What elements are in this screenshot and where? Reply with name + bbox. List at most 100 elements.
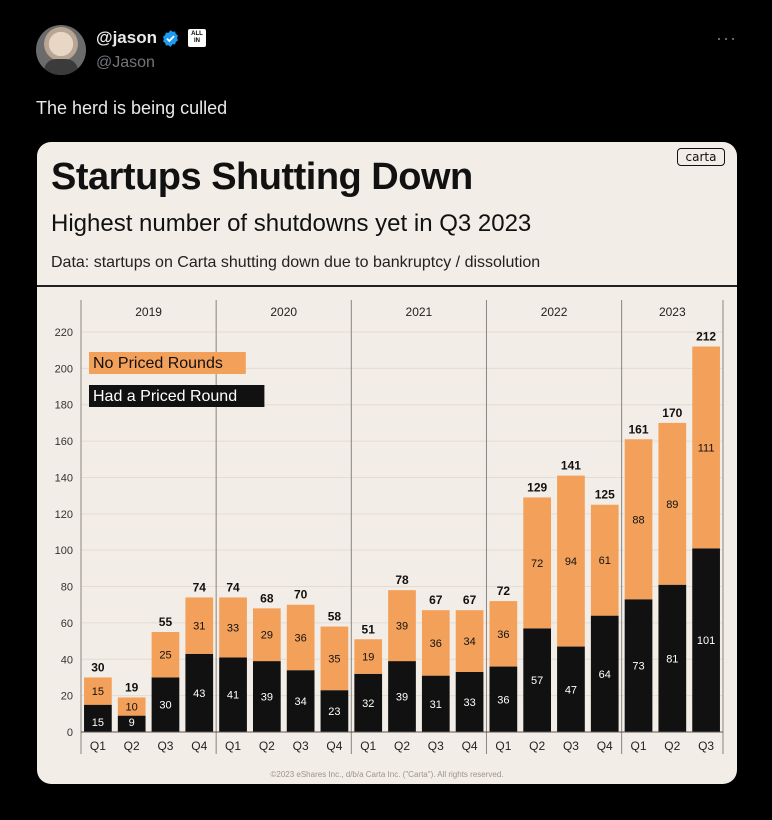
bar-had-priced-round xyxy=(219,657,247,732)
data-label-no-priced-rounds: 61 xyxy=(599,555,611,567)
data-label-no-priced-rounds: 36 xyxy=(430,638,442,650)
data-label-no-priced-rounds: 89 xyxy=(666,499,678,511)
x-tick-label: Q4 xyxy=(597,739,613,753)
x-tick-label: Q1 xyxy=(631,739,647,753)
bar-had-priced-round xyxy=(658,584,687,732)
data-label-had-priced-round: 39 xyxy=(396,692,408,704)
chart-image[interactable]: Startups Shutting Down Highest number of… xyxy=(37,142,737,784)
data-label-no-priced-rounds: 25 xyxy=(159,650,171,662)
bar-no-priced-rounds xyxy=(320,626,349,691)
data-label-had-priced-round: 33 xyxy=(463,697,475,709)
data-label-no-priced-rounds: 10 xyxy=(126,702,138,714)
data-label-total: 55 xyxy=(159,615,173,629)
chart-data-note: Data: startups on Carta shutting down du… xyxy=(51,254,541,271)
x-tick-label: Q3 xyxy=(698,739,714,753)
x-tick-label: Q3 xyxy=(293,739,309,753)
bar-no-priced-rounds xyxy=(557,475,585,647)
bar-had-priced-round xyxy=(624,599,653,732)
data-label-no-priced-rounds: 36 xyxy=(295,632,307,644)
x-tick-label: Q2 xyxy=(529,739,545,753)
data-label-no-priced-rounds: 35 xyxy=(328,653,340,665)
data-label-total: 161 xyxy=(629,422,649,436)
bar-no-priced-rounds xyxy=(185,597,214,654)
bar-had-priced-round xyxy=(455,672,484,732)
data-label-total: 30 xyxy=(91,660,105,674)
bar-no-priced-rounds xyxy=(388,590,416,662)
affiliate-badge-icon[interactable]: ALL IN xyxy=(187,29,206,47)
data-label-had-priced-round: 31 xyxy=(430,699,442,711)
data-label-no-priced-rounds: 111 xyxy=(698,442,715,454)
bar-had-priced-round xyxy=(489,666,518,732)
y-tick-label: 60 xyxy=(61,618,73,630)
stacked-bar-chart: 0 20 40 60 80 100 120 140 160 180 200 220 2019 2020 20… xyxy=(55,300,724,754)
data-label-no-priced-rounds: 88 xyxy=(632,514,644,526)
bar-no-priced-rounds xyxy=(219,597,247,658)
avatar[interactable] xyxy=(36,25,86,75)
data-label-total: 74 xyxy=(226,580,240,594)
bar-no-priced-rounds xyxy=(590,504,619,616)
data-label-total: 72 xyxy=(497,584,511,598)
bar-had-priced-round xyxy=(252,661,281,732)
data-label-no-priced-rounds: 19 xyxy=(362,652,374,664)
data-label-no-priced-rounds: 15 xyxy=(92,686,104,698)
bar-no-priced-rounds xyxy=(421,610,450,676)
carta-logo: carta xyxy=(677,148,725,166)
y-tick-label: 0 xyxy=(67,727,73,739)
data-label-no-priced-rounds: 31 xyxy=(193,621,205,633)
x-tick-label: Q2 xyxy=(394,739,410,753)
bar-had-priced-round xyxy=(84,704,112,732)
data-label-had-priced-round: 101 xyxy=(697,635,715,647)
data-label-total: 129 xyxy=(527,480,547,494)
copyright: ©2023 eShares Inc., d/b/a Carta Inc. ("C… xyxy=(270,770,504,779)
x-tick-label: Q3 xyxy=(563,739,579,753)
data-label-had-priced-round: 41 xyxy=(227,690,239,702)
bar-no-priced-rounds xyxy=(84,677,112,705)
x-tick-label: Q1 xyxy=(360,739,376,753)
x-tick-label: Q2 xyxy=(664,739,680,753)
data-label-had-priced-round: 57 xyxy=(531,675,543,687)
bar-had-priced-round xyxy=(185,653,214,732)
x-tick-label: Q3 xyxy=(428,739,444,753)
handle[interactable]: @Jason xyxy=(96,54,155,71)
bar-no-priced-rounds xyxy=(624,439,653,600)
data-label-no-priced-rounds: 72 xyxy=(531,558,543,570)
data-label-no-priced-rounds: 94 xyxy=(565,556,577,568)
tweet-text: The herd is being culled xyxy=(36,98,228,118)
x-tick-label: Q4 xyxy=(462,739,478,753)
data-label-total: 74 xyxy=(193,580,207,594)
bar-had-priced-round xyxy=(557,646,585,732)
legend-swatch xyxy=(89,352,246,374)
data-label-total: 58 xyxy=(328,610,342,624)
x-tick-label: Q2 xyxy=(124,739,140,753)
y-tick-label: 160 xyxy=(55,436,73,448)
data-label-had-priced-round: 34 xyxy=(295,696,307,708)
year-label: 2023 xyxy=(659,305,686,319)
data-label-had-priced-round: 39 xyxy=(261,692,273,704)
year-label: 2019 xyxy=(135,305,162,319)
data-label-had-priced-round: 47 xyxy=(565,684,577,696)
data-label-had-priced-round: 43 xyxy=(193,688,205,700)
chart-subtitle: Highest number of shutdowns yet in Q3 20… xyxy=(51,210,532,237)
x-tick-label: Q4 xyxy=(326,739,342,753)
data-label-no-priced-rounds: 36 xyxy=(497,629,509,641)
bar-had-priced-round xyxy=(117,715,146,732)
bar-no-priced-rounds xyxy=(151,632,180,678)
y-tick-label: 120 xyxy=(55,509,73,521)
year-label: 2020 xyxy=(270,305,297,319)
bar-no-priced-rounds xyxy=(286,604,315,671)
y-tick-label: 80 xyxy=(61,582,73,594)
bar-no-priced-rounds xyxy=(252,608,281,662)
data-label-total: 70 xyxy=(294,588,308,602)
data-label-total: 19 xyxy=(125,680,139,694)
data-label-had-priced-round: 23 xyxy=(328,706,340,718)
data-label-no-priced-rounds: 39 xyxy=(396,621,408,633)
display-name[interactable]: @jason xyxy=(96,28,157,47)
bar-no-priced-rounds xyxy=(455,610,484,672)
divider xyxy=(37,285,737,287)
legend-label: Had a Priced Round xyxy=(93,388,237,405)
bar-had-priced-round xyxy=(421,675,450,732)
y-tick-label: 220 xyxy=(55,327,73,339)
bar-no-priced-rounds xyxy=(117,697,146,716)
more-options-icon[interactable]: ··· xyxy=(716,28,737,48)
bar-no-priced-rounds xyxy=(489,601,518,667)
